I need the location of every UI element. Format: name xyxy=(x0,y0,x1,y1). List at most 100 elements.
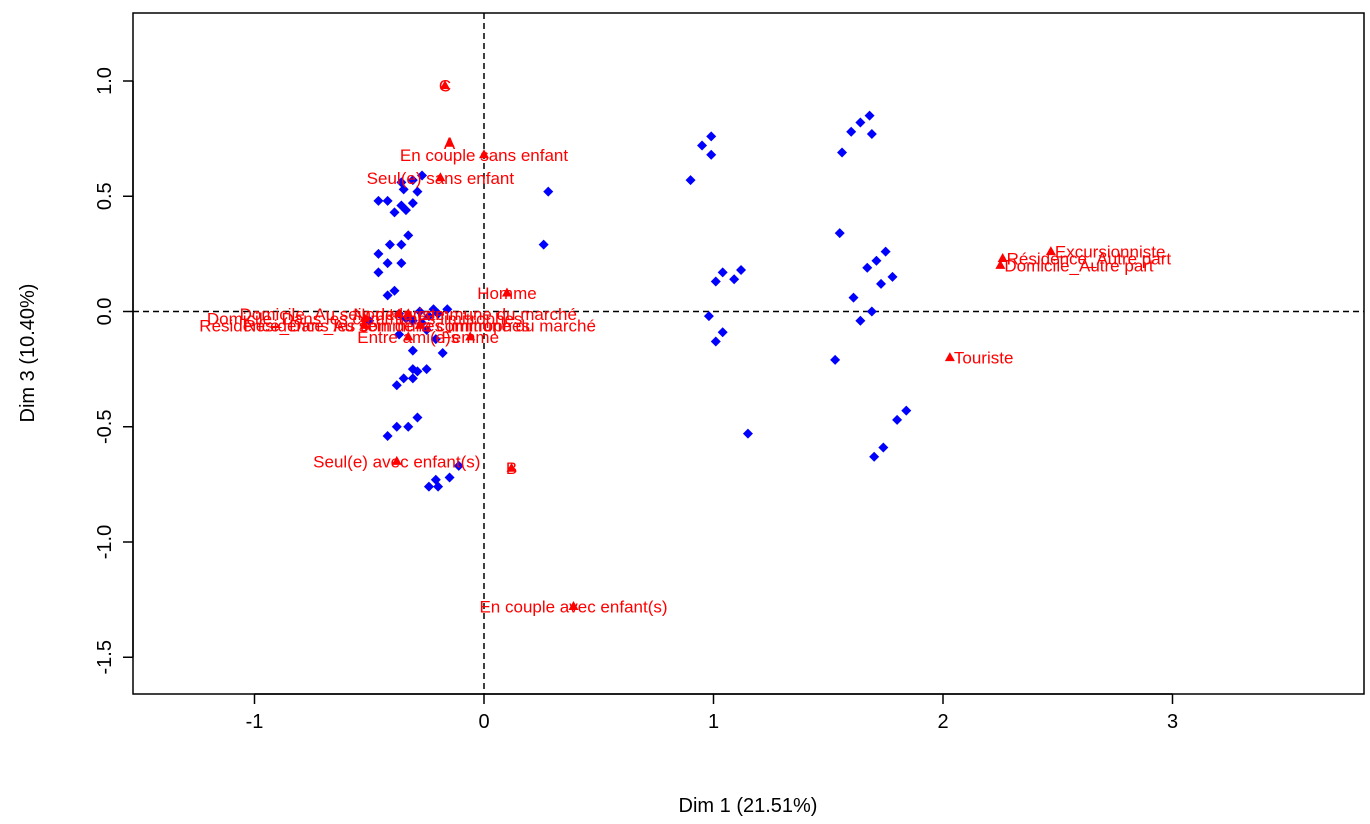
category-point xyxy=(944,352,955,362)
category-label: Non touriste xyxy=(353,305,445,324)
category-label: C xyxy=(439,77,451,96)
individual-point xyxy=(736,265,747,276)
individual-point xyxy=(407,364,418,375)
individual-point xyxy=(373,248,384,259)
individual-point xyxy=(373,195,384,206)
x-tick-label: 3 xyxy=(1167,711,1178,733)
individual-point xyxy=(742,428,753,439)
individual-point xyxy=(396,177,407,188)
individual-point xyxy=(407,315,418,326)
individual-point xyxy=(538,239,549,250)
individual-point xyxy=(421,364,432,375)
individual-point xyxy=(423,311,434,322)
individual-point xyxy=(901,405,912,416)
x-tick-label: 2 xyxy=(937,711,948,733)
category-label: Domicile_Autre part xyxy=(1004,256,1154,275)
individual-point xyxy=(880,246,891,257)
individual-point xyxy=(430,474,441,485)
category-label: En couple sans enfant xyxy=(400,146,569,165)
individual-point xyxy=(710,336,721,347)
individual-point xyxy=(706,149,717,160)
category-point xyxy=(414,319,425,329)
individual-point xyxy=(396,258,407,269)
category-point xyxy=(391,455,402,465)
y-tick-label: -1.0 xyxy=(94,525,116,559)
individual-point xyxy=(892,414,903,425)
individual-point xyxy=(887,271,898,282)
plot-frame xyxy=(132,12,1365,695)
individual-point xyxy=(871,255,882,266)
category-point xyxy=(439,80,450,90)
y-axis-title: Dim 3 (10.40%) xyxy=(17,284,39,423)
category-point xyxy=(403,331,414,341)
category-label: Excursionniste xyxy=(1055,243,1166,262)
individual-point xyxy=(382,195,393,206)
y-tick-label: 0.0 xyxy=(94,298,116,326)
category-point xyxy=(435,172,446,182)
individual-point xyxy=(384,239,395,250)
individual-point xyxy=(710,276,721,287)
category-label: En couple avec enfant(s) xyxy=(479,598,667,617)
individual-point xyxy=(396,200,407,211)
individual-point xyxy=(414,306,425,317)
individual-point xyxy=(398,373,409,384)
category-label: Femme xyxy=(441,328,499,347)
y-tick-label: 1.0 xyxy=(94,67,116,95)
individual-point xyxy=(866,129,877,140)
individual-point xyxy=(864,110,875,121)
individual-point xyxy=(866,306,877,317)
individual-point xyxy=(830,354,841,365)
category-label: Résidence_Dans les communes limitrophes xyxy=(199,316,530,335)
x-tick-label: 1 xyxy=(708,711,719,733)
individual-point xyxy=(412,186,423,197)
category-point xyxy=(444,137,455,147)
individual-point xyxy=(391,421,402,432)
individual-point xyxy=(697,140,708,151)
individual-point xyxy=(396,239,407,250)
individual-point xyxy=(717,267,728,278)
category-points xyxy=(359,80,1056,611)
individual-point xyxy=(442,304,453,315)
individual-point xyxy=(382,290,393,301)
individual-point xyxy=(703,311,714,322)
category-point xyxy=(403,308,414,318)
individual-point xyxy=(391,380,402,391)
category-point xyxy=(394,308,405,318)
individual-point xyxy=(876,278,887,289)
individual-point xyxy=(428,304,439,315)
individual-point xyxy=(869,451,880,462)
individual-point xyxy=(407,175,418,186)
individual-point xyxy=(417,170,428,181)
individual-point xyxy=(862,262,873,273)
category-point xyxy=(568,601,579,611)
individual-point xyxy=(848,292,859,303)
individual-point xyxy=(444,472,455,483)
individual-points xyxy=(364,110,912,492)
x-axis-title: Dim 1 (21.51%) xyxy=(679,795,818,817)
category-label: Domicile_Au sein de la commune du marché xyxy=(240,305,577,324)
category-point xyxy=(501,287,512,297)
category-label: A xyxy=(444,134,456,153)
category-label: Seul(e) avec enfant(s) xyxy=(313,452,480,471)
individual-point xyxy=(437,347,448,358)
individual-point xyxy=(717,327,728,338)
category-point xyxy=(359,319,370,329)
y-tick-label: -1.5 xyxy=(94,640,116,674)
individual-point xyxy=(389,207,400,218)
x-tick-label: 0 xyxy=(478,711,489,733)
individual-point xyxy=(855,117,866,128)
individual-point xyxy=(430,334,441,345)
individual-point xyxy=(878,442,889,453)
individual-point xyxy=(855,315,866,326)
category-point xyxy=(997,252,1008,262)
x-axis: -1 0 1 2 3 xyxy=(246,693,1178,733)
y-axis: 1.0 0.5 0.0 -0.5 -1.0 -1.5 xyxy=(94,67,134,674)
category-label: Domicile_Dans les communes limitrophes xyxy=(207,309,523,328)
individual-point xyxy=(407,373,418,384)
individual-point xyxy=(403,421,414,432)
category-label: B xyxy=(506,459,517,478)
category-point xyxy=(506,462,517,472)
individual-point xyxy=(373,267,384,278)
category-label: Résidence_Au sein de la commune du march… xyxy=(243,316,595,335)
